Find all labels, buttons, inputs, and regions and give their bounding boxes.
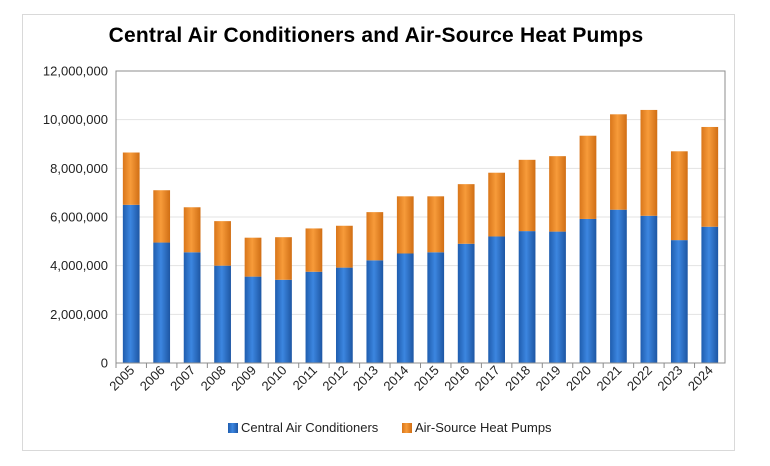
bar-central-air-conditioners — [610, 209, 627, 363]
x-tick-label: 2018 — [502, 363, 533, 394]
bar-air-source-heat-pumps — [670, 151, 688, 241]
y-tick-label: 2,000,000 — [50, 307, 108, 322]
y-tick-label: 8,000,000 — [50, 161, 108, 176]
bars — [122, 109, 719, 363]
x-tick-label: 2020 — [563, 363, 594, 394]
x-tick-label: 2009 — [228, 363, 259, 394]
bar-central-air-conditioners — [457, 243, 475, 363]
x-tick-label: 2011 — [290, 363, 320, 393]
x-tick-label: 2013 — [350, 363, 381, 394]
x-axis-ticks: 2005 2006 2007 2008 2009 2010 2011 2012 2013 2014… — [106, 363, 716, 394]
bar-central-air-conditioners — [366, 260, 384, 363]
bar-air-source-heat-pumps — [488, 172, 505, 237]
y-tick-label: 10,000,000 — [43, 112, 108, 127]
x-tick-label: 2023 — [654, 363, 685, 394]
bar-central-air-conditioners — [122, 204, 140, 363]
legend-label-central-air-conditioners: Central Air Conditioners — [241, 420, 379, 435]
x-tick-label: 2012 — [319, 363, 350, 394]
x-tick-label: 2007 — [167, 363, 198, 394]
bar-central-air-conditioners — [549, 231, 566, 363]
bar-air-source-heat-pumps — [427, 196, 445, 253]
x-tick-label: 2017 — [472, 363, 503, 394]
legend-swatch-central-air-conditioners — [228, 423, 238, 433]
bar-air-source-heat-pumps — [518, 159, 536, 232]
bar-air-source-heat-pumps — [640, 109, 658, 216]
bar-central-air-conditioners — [305, 271, 323, 363]
x-tick-label: 2008 — [198, 363, 229, 394]
y-tick-label: 6,000,000 — [50, 210, 108, 225]
bar-central-air-conditioners — [640, 215, 658, 363]
axes — [115, 70, 726, 368]
bar-air-source-heat-pumps — [336, 225, 353, 268]
bar-air-source-heat-pumps — [579, 135, 597, 219]
legend: Central Air Conditioners Air-Source Heat … — [228, 420, 552, 435]
legend-label-air-source-heat-pumps: Air-Source Heat Pumps — [415, 420, 552, 435]
x-tick-label: 2005 — [106, 363, 137, 394]
bar-air-source-heat-pumps — [122, 152, 140, 205]
bar-air-source-heat-pumps — [610, 114, 627, 210]
bar-air-source-heat-pumps — [183, 207, 201, 253]
bar-central-air-conditioners — [427, 252, 445, 363]
bar-central-air-conditioners — [670, 240, 688, 363]
y-tick-label: 0 — [101, 356, 108, 371]
bar-air-source-heat-pumps — [153, 190, 171, 243]
bar-central-air-conditioners — [488, 236, 505, 363]
x-tick-label: 2010 — [259, 363, 290, 394]
bar-air-source-heat-pumps — [214, 221, 231, 266]
x-tick-label: 2015 — [411, 363, 442, 394]
bar-central-air-conditioners — [214, 265, 231, 363]
bar-central-air-conditioners — [183, 252, 201, 363]
x-tick-label: 2006 — [137, 363, 168, 394]
chart-title: Central Air Conditioners and Air-Source … — [108, 24, 644, 47]
bar-central-air-conditioners — [518, 231, 536, 363]
x-tick-label: 2014 — [380, 363, 411, 394]
bar-central-air-conditioners — [701, 226, 719, 363]
bar-central-air-conditioners — [244, 276, 262, 363]
gridlines — [116, 70, 725, 315]
x-tick-label: 2016 — [441, 363, 472, 394]
y-tick-label: 4,000,000 — [50, 258, 108, 273]
x-tick-label: 2022 — [624, 363, 655, 394]
bar-air-source-heat-pumps — [366, 212, 384, 261]
y-tick-label: 12,000,000 — [43, 64, 108, 79]
x-tick-label: 2024 — [685, 363, 716, 394]
legend-swatch-air-source-heat-pumps — [402, 423, 412, 433]
bar-air-source-heat-pumps — [275, 237, 292, 280]
bar-central-air-conditioners — [153, 242, 171, 363]
bar-central-air-conditioners — [579, 218, 597, 363]
y-axis-ticks: 0 2,000,000 4,000,000 6,000,000 8,000,000 10,… — [43, 64, 108, 371]
x-tick-label: 2021 — [593, 363, 624, 394]
bar-central-air-conditioners — [275, 279, 292, 363]
x-tick-label: 2019 — [533, 363, 564, 394]
bar-air-source-heat-pumps — [457, 184, 475, 244]
bar-air-source-heat-pumps — [396, 196, 414, 254]
bar-air-source-heat-pumps — [305, 228, 323, 272]
bar-air-source-heat-pumps — [244, 237, 262, 277]
bar-air-source-heat-pumps — [549, 156, 566, 232]
bar-central-air-conditioners — [396, 253, 414, 363]
bar-central-air-conditioners — [336, 267, 353, 363]
bar-air-source-heat-pumps — [701, 126, 719, 227]
